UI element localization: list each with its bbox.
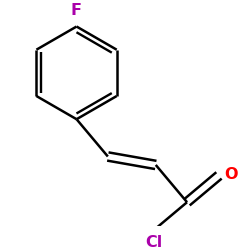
Text: F: F [70, 4, 82, 18]
Text: Cl: Cl [145, 235, 162, 250]
Text: O: O [224, 167, 237, 182]
